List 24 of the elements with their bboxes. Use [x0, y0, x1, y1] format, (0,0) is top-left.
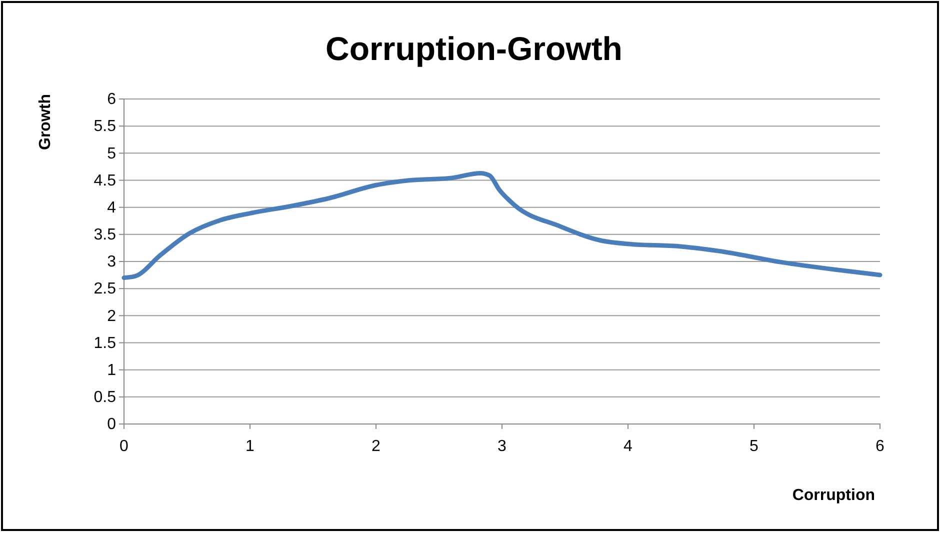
- y-tick-label: 5: [107, 145, 116, 162]
- x-tick-label: 4: [624, 438, 633, 456]
- x-axis-title: Corruption: [792, 487, 875, 504]
- y-tick-label: 2.5: [94, 280, 116, 298]
- y-tick-label: 0.5: [94, 389, 116, 406]
- y-tick-label: 6: [107, 91, 116, 108]
- line-series: [122, 170, 882, 280]
- y-tick-label: 1: [107, 362, 116, 379]
- y-tick-label: 3: [107, 254, 116, 271]
- y-axis-title: Growth: [37, 94, 54, 150]
- y-tick-label: 4: [107, 199, 116, 216]
- x-tick-label: 3: [498, 438, 507, 456]
- x-tick-label: 0: [120, 438, 129, 456]
- y-tick-label: 1.5: [94, 334, 116, 352]
- x-tick-label: 6: [876, 438, 885, 456]
- x-tick-label: 5: [750, 438, 759, 456]
- y-tick-label: 3.5: [94, 226, 116, 244]
- y-tick-label: 5.5: [94, 118, 116, 136]
- x-tick-label: 2: [372, 438, 381, 456]
- y-tick-label: 0: [107, 416, 116, 434]
- x-tick-label: 1: [246, 438, 255, 456]
- y-tick-label: 2: [107, 308, 116, 325]
- y-tick-label: 4.5: [94, 172, 116, 190]
- chart-title: Corruption-Growth: [326, 30, 622, 67]
